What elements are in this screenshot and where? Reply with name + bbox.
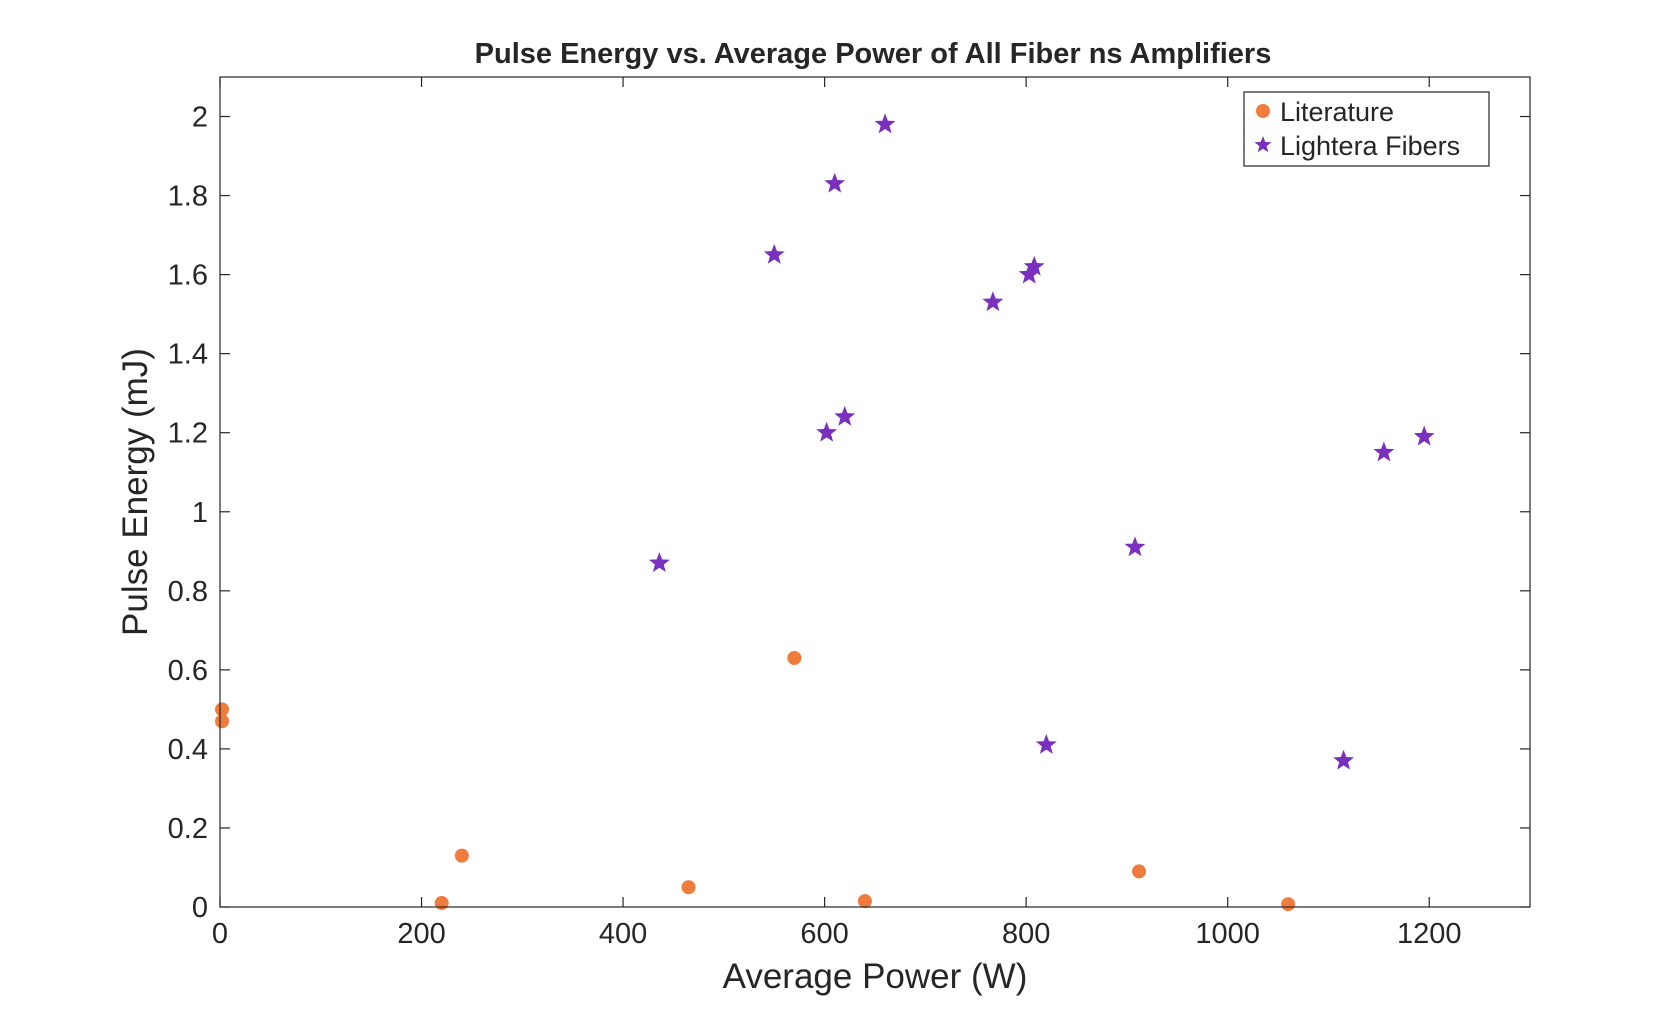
data-point-literature <box>434 896 449 911</box>
data-point-lightera-fibers <box>834 405 856 426</box>
data-point-lightera-fibers <box>824 172 846 193</box>
data-point-literature <box>857 894 872 909</box>
y-tick-label: 0.2 <box>168 813 208 845</box>
data-point-literature <box>215 702 230 717</box>
data-point-literature <box>681 880 696 895</box>
legend-marker-lightera-fibers <box>1254 136 1272 153</box>
data-point-literature <box>454 848 469 863</box>
axis-ticks <box>219 77 1530 908</box>
data-point-lightera-fibers <box>1373 441 1395 462</box>
y-tick-label: 1.6 <box>168 260 208 292</box>
legend-label-literature: Literature <box>1280 97 1394 127</box>
y-tick-label: 1.8 <box>168 181 208 213</box>
data-points <box>215 113 1435 912</box>
y-tick-label: 0 <box>192 892 208 924</box>
x-tick-label: 1200 <box>1397 918 1462 950</box>
y-tick-label: 1 <box>192 497 208 529</box>
data-point-literature <box>1281 897 1296 912</box>
y-tick-label: 1.4 <box>168 339 208 371</box>
x-tick-label: 600 <box>800 918 848 950</box>
data-point-lightera-fibers <box>1023 255 1045 276</box>
y-tick-label: 0.8 <box>168 576 208 608</box>
y-axis-label: Pulse Energy (mJ) <box>116 348 155 636</box>
y-tick-label: 2 <box>192 102 208 134</box>
legend: Literature Lightera Fibers <box>1243 91 1490 167</box>
chart-title: Pulse Energy vs. Average Power of All Fi… <box>475 38 1272 70</box>
plot-area-frame <box>219 76 1531 908</box>
data-point-lightera-fibers <box>1035 733 1057 754</box>
data-point-lightera-fibers <box>648 552 670 573</box>
x-tick-label: 1000 <box>1195 918 1260 950</box>
data-point-literature <box>1132 864 1147 879</box>
y-tick-label: 0.4 <box>168 734 208 766</box>
data-point-lightera-fibers <box>874 113 896 134</box>
data-point-lightera-fibers <box>763 243 785 264</box>
axis-tick-labels: 0 200 400 600 800 1000 1200 0 0.2 0.4 0.6 0.8 1 1.2 1.… <box>168 102 1462 950</box>
x-axis-label: Average Power (W) <box>723 957 1028 996</box>
legend-label-lightera-fibers: Lightera Fibers <box>1280 131 1460 161</box>
data-point-lightera-fibers <box>982 291 1004 312</box>
x-tick-label: 400 <box>599 918 647 950</box>
data-point-lightera-fibers <box>816 421 838 442</box>
legend-box <box>1243 91 1490 167</box>
data-point-literature <box>215 714 230 729</box>
data-point-literature <box>787 651 802 665</box>
data-point-lightera-fibers <box>1413 425 1435 446</box>
data-point-lightera-fibers <box>1333 749 1355 770</box>
x-tick-label: 800 <box>1002 918 1050 950</box>
legend-marker-literature <box>1256 104 1270 118</box>
x-tick-label: 0 <box>212 918 228 950</box>
y-tick-label: 1.2 <box>168 418 208 450</box>
y-tick-label: 0.6 <box>168 655 208 687</box>
x-tick-label: 200 <box>397 918 445 950</box>
data-point-lightera-fibers <box>1124 536 1146 557</box>
